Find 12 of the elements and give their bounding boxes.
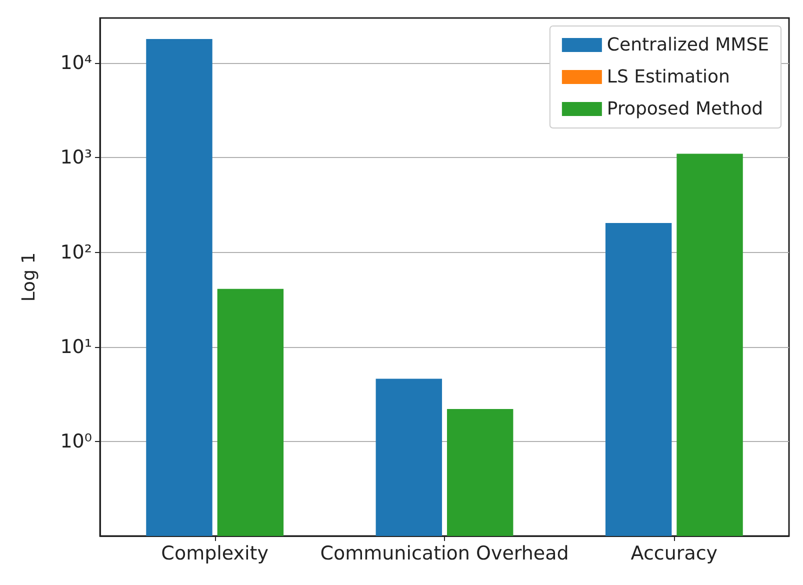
y-axis-title: Log 1 bbox=[18, 252, 40, 302]
y-tick-label: 10² bbox=[60, 241, 92, 264]
x-tick-label: Complexity bbox=[161, 542, 268, 564]
legend-label: LS Estimation bbox=[606, 66, 730, 88]
y-tick-label: 10¹ bbox=[60, 336, 92, 358]
legend-label: Proposed Method bbox=[606, 98, 764, 120]
x-tick-label: Communication Overhead bbox=[320, 542, 569, 564]
y-tick-label: 10⁴ bbox=[60, 52, 92, 74]
y-tick-label: 10⁰ bbox=[60, 430, 92, 452]
y-tick-label: 10³ bbox=[60, 146, 92, 169]
legend-label: Centralized MMSE bbox=[606, 34, 770, 56]
x-tick-label: Accuracy bbox=[630, 542, 718, 564]
